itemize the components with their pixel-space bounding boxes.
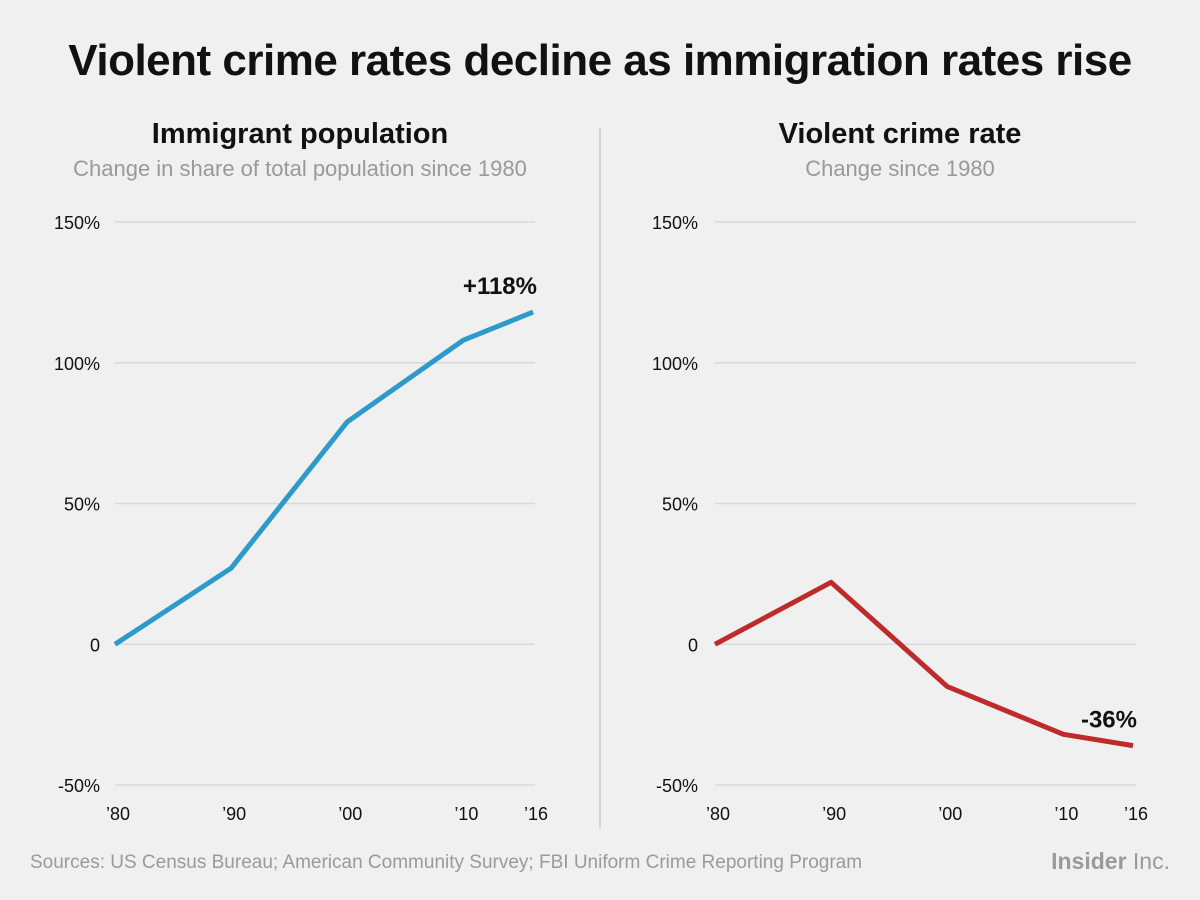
publisher-logo: Insider Inc.	[1051, 848, 1170, 875]
logo-light-text: Inc.	[1126, 848, 1170, 874]
right-panel-subtitle: Change since 1980	[805, 156, 995, 181]
left-series-line	[113, 309, 534, 647]
right-y-tick-label: 50%	[662, 495, 698, 515]
right-x-tick-label: ’00	[938, 804, 962, 824]
left-y-tick-label: 0	[90, 635, 100, 655]
right-end-value-label: -36%	[1081, 707, 1137, 734]
left-y-tick-label: 100%	[54, 354, 100, 374]
right-y-tick-label: -50%	[656, 776, 698, 796]
left-end-value-label: +118%	[463, 273, 537, 300]
right-x-tick-label: ’90	[822, 804, 846, 824]
left-x-tick-label: ’10	[454, 804, 478, 824]
left-y-tick-label: -50%	[58, 776, 100, 796]
panel-divider	[599, 128, 601, 828]
left-y-tick-label: 50%	[64, 495, 100, 515]
right-x-tick-label: ’16	[1124, 804, 1148, 824]
left-y-tick-label: 150%	[54, 213, 100, 233]
logo-bold-text: Insider	[1051, 848, 1127, 874]
chart-title: Violent crime rates decline as immigrati…	[68, 36, 1132, 85]
right-x-tick-label: ’10	[1054, 804, 1078, 824]
right-x-tick-label: ’80	[706, 804, 730, 824]
left-x-tick-label: ’90	[222, 804, 246, 824]
right-y-tick-label: 150%	[652, 213, 698, 233]
right-series-line	[713, 579, 1134, 749]
left-panel-title: Immigrant population	[151, 118, 449, 150]
left-x-tick-label: ’00	[338, 804, 362, 824]
right-y-tick-label: 0	[688, 635, 698, 655]
right-y-tick-label: 100%	[652, 354, 698, 374]
right-panel-title: Violent crime rate	[778, 118, 1022, 150]
left-x-tick-label: ’16	[524, 804, 548, 824]
source-note: Sources: US Census Bureau; American Comm…	[30, 852, 863, 873]
immigrant-population-chart: -50% 0 50% 100% 150% ’80 ’90 ’00 ’10 ’16 +118%	[54, 213, 548, 824]
left-panel-subtitle: Change in share of total population sinc…	[73, 156, 527, 181]
left-x-tick-label: ’80	[106, 804, 130, 824]
